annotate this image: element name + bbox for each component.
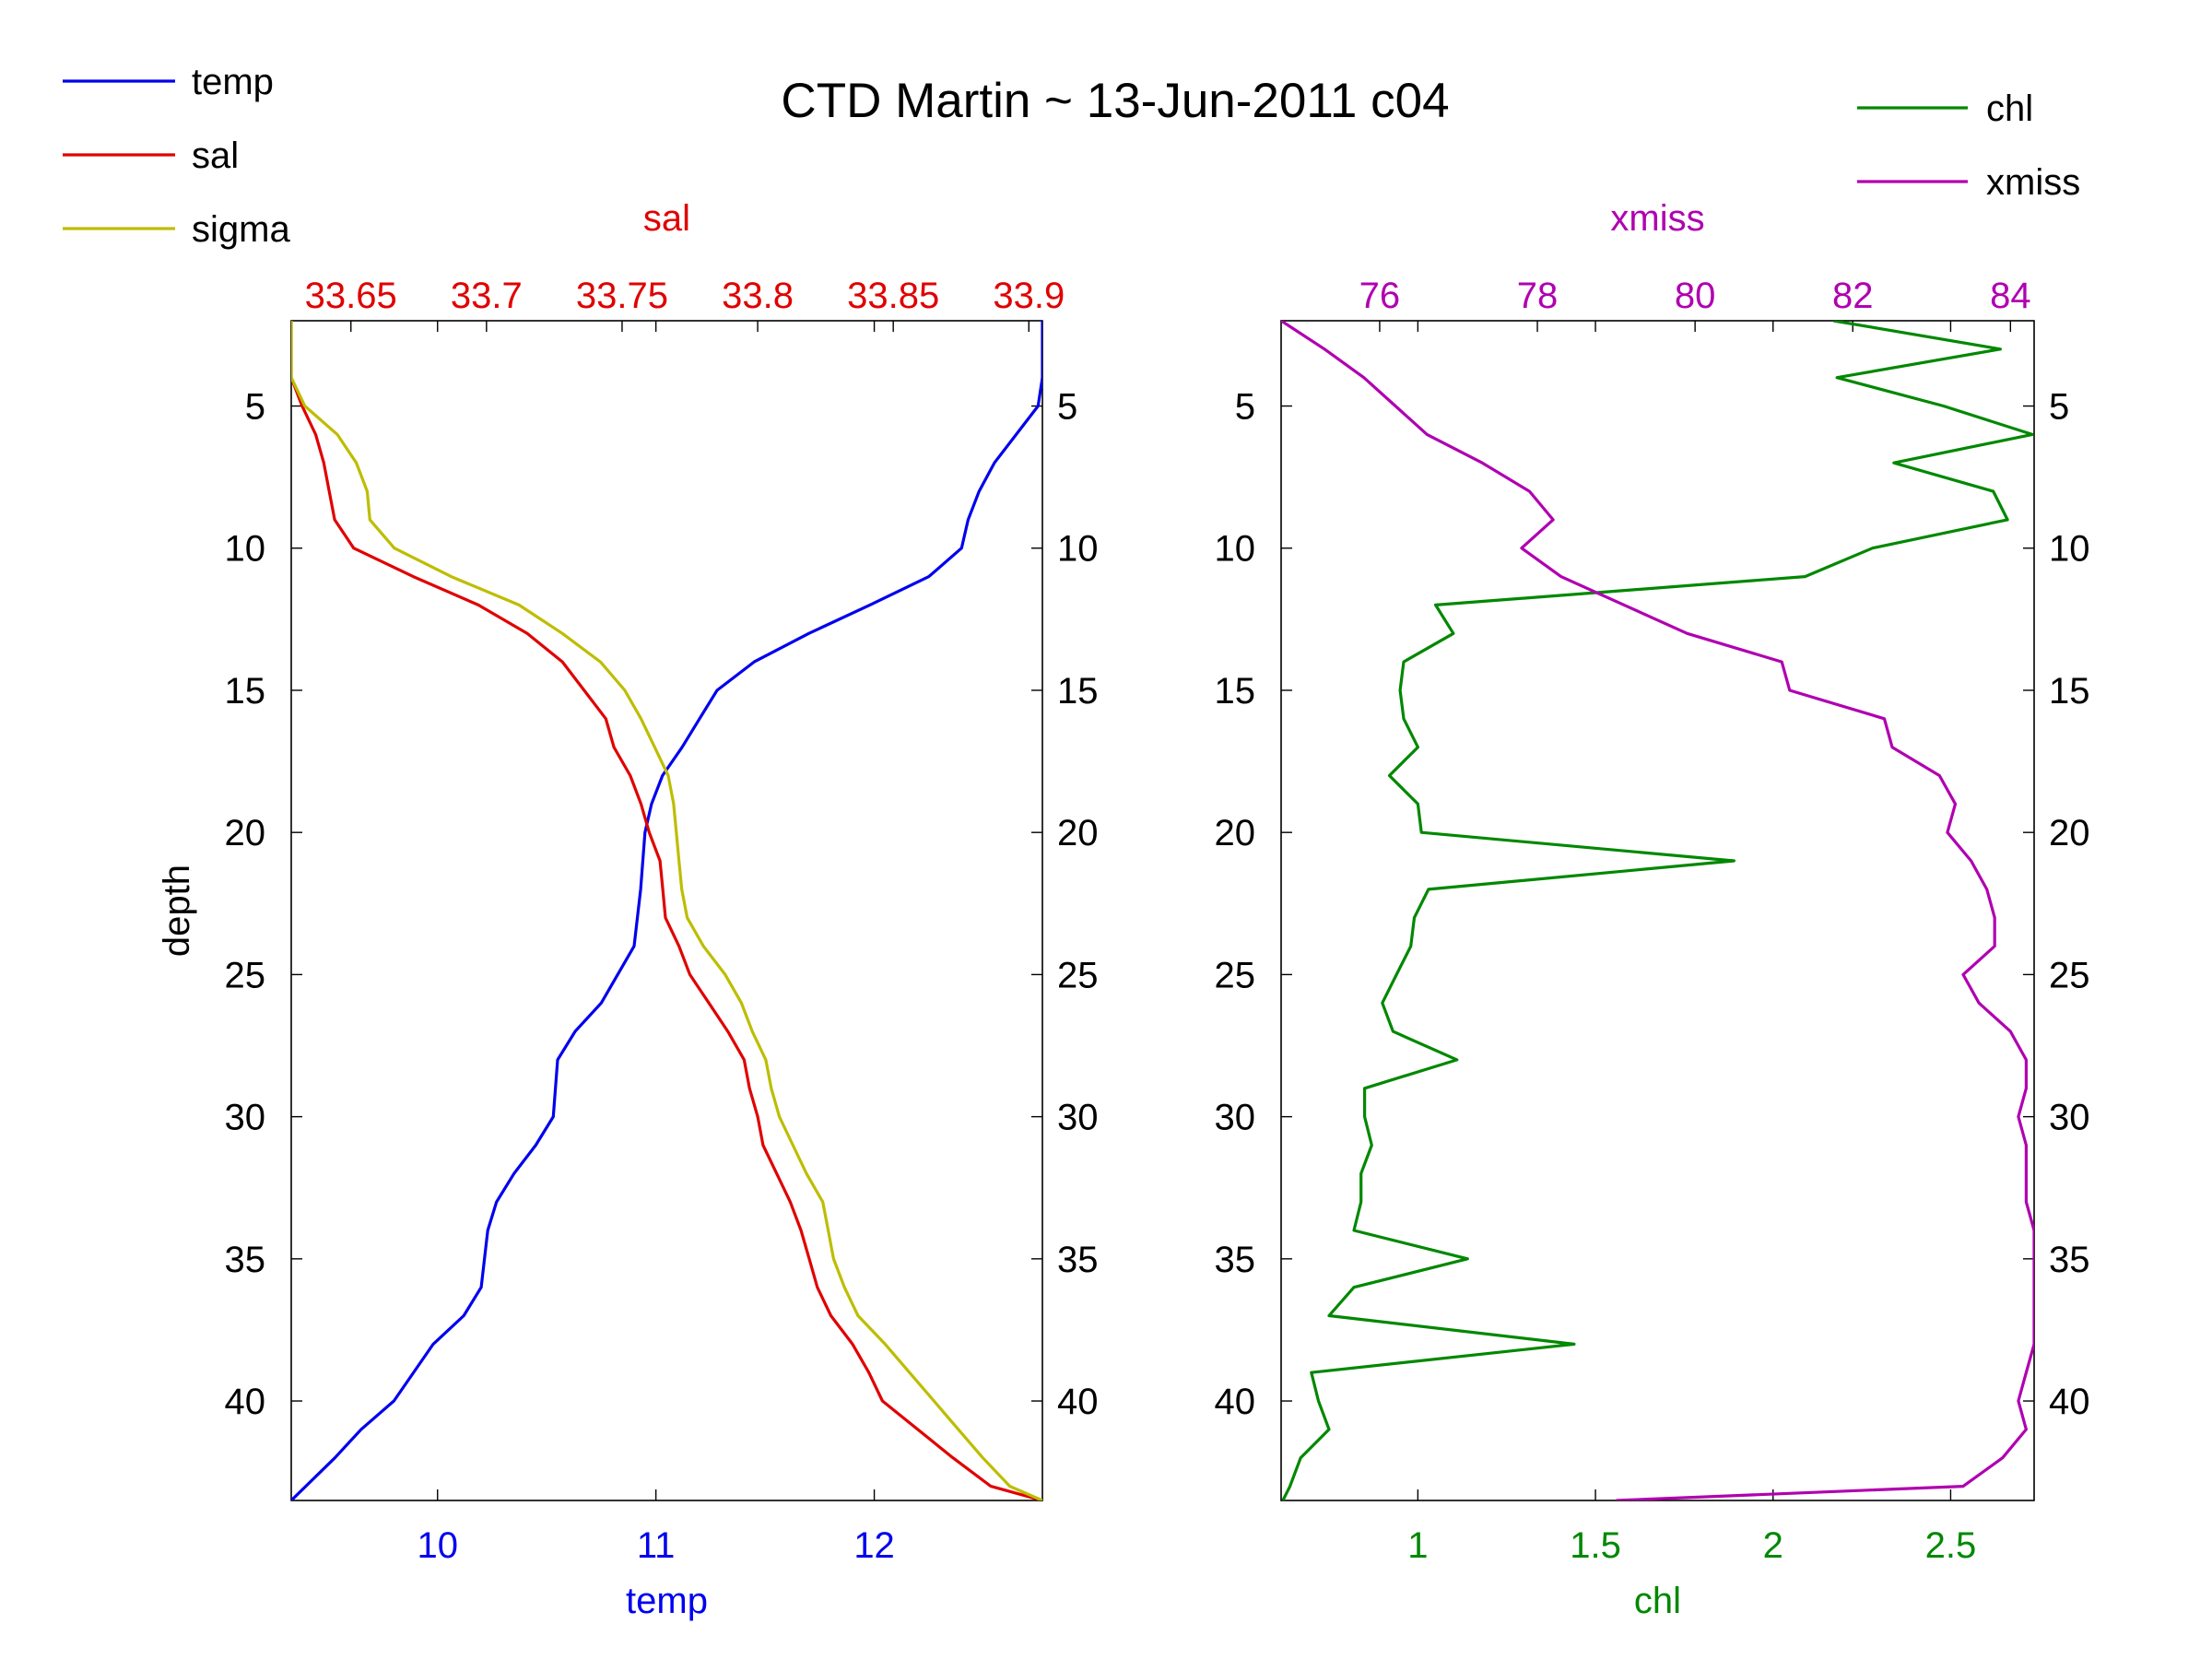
x-top-tick-label: 33.85 — [847, 276, 939, 316]
x-top-tick-label: 78 — [1517, 276, 1559, 316]
y-tick-label-left: 15 — [225, 671, 266, 712]
x-bottom-axis-label: chl — [1634, 1581, 1681, 1621]
y-tick-label-left: 25 — [225, 955, 266, 995]
y-tick-label-right: 5 — [1057, 387, 1077, 428]
plot-frame — [1280, 320, 2035, 1501]
y-tick-label-left: 10 — [1215, 529, 1256, 570]
y-tick-label-right: 30 — [2049, 1098, 2090, 1138]
series-sal-line — [291, 321, 1042, 1500]
x-bottom-tick-label: 12 — [853, 1525, 895, 1566]
series-chl-line — [1281, 321, 2034, 1500]
y-tick-label-left: 5 — [245, 387, 265, 428]
x-bottom-tick-label: 10 — [417, 1525, 458, 1566]
x-bottom-tick-label: 11 — [637, 1525, 676, 1566]
x-top-axis-label: xmiss — [1610, 198, 1704, 239]
y-tick-label-right: 20 — [1057, 813, 1099, 853]
x-top-tick-label: 33.8 — [722, 276, 794, 316]
y-tick-label-left: 20 — [1215, 813, 1256, 853]
x-top-tick-label: 33.65 — [305, 276, 397, 316]
x-top-tick-label: 80 — [1675, 276, 1716, 316]
legend-left: temp sal sigma — [63, 62, 290, 250]
y-tick-label-right: 10 — [2049, 529, 2090, 570]
x-bottom-tick-label: 2.5 — [1925, 1525, 1977, 1566]
y-tick-label-right: 30 — [1057, 1098, 1099, 1138]
x-top-tick-label: 84 — [1990, 276, 2031, 316]
y-tick-label-left: 30 — [225, 1098, 266, 1138]
legend-label-xmiss: xmiss — [1986, 162, 2080, 203]
legend-label-temp: temp — [192, 62, 274, 102]
y-tick-label-right: 5 — [2049, 387, 2069, 428]
chart-title: CTD Martin ~ 13-Jun-2011 c04 — [781, 74, 1449, 128]
y-axis-label: depth — [157, 865, 197, 957]
x-top-tick-label: 82 — [1832, 276, 1874, 316]
legend-right: chl xmiss — [1857, 88, 2080, 203]
y-tick-label-left: 40 — [1215, 1382, 1256, 1422]
x-top-tick-label: 33.75 — [576, 276, 668, 316]
y-tick-label-right: 15 — [1057, 671, 1099, 712]
y-tick-label-right: 35 — [2049, 1240, 2090, 1280]
y-tick-label-left: 25 — [1215, 955, 1256, 995]
x-bottom-tick-label: 1 — [1407, 1525, 1428, 1566]
y-tick-label-left: 30 — [1215, 1098, 1256, 1138]
y-tick-label-left: 20 — [225, 813, 266, 853]
legend-label-sal: sal — [192, 135, 239, 176]
y-tick-label-right: 15 — [2049, 671, 2090, 712]
series-xmiss-line — [1281, 321, 2034, 1500]
y-tick-label-left: 15 — [1215, 671, 1256, 712]
x-bottom-tick-label: 1.5 — [1570, 1525, 1621, 1566]
y-tick-label-left: 5 — [1235, 387, 1255, 428]
y-tick-label-left: 35 — [225, 1240, 266, 1280]
x-top-axis-label: sal — [643, 198, 690, 239]
y-tick-label-right: 40 — [2049, 1382, 2090, 1422]
x-bottom-axis-label: temp — [626, 1581, 708, 1621]
y-tick-label-left: 10 — [225, 529, 266, 570]
panel-right-chl-xmiss: 5 5 10 10 15 15 20 20 25 25 30 30 35 35 40 40 1 1.5 2 2.5 ch… — [1215, 198, 2090, 1621]
x-top-tick-label: 33.7 — [451, 276, 523, 316]
panel-left-temp-sal-sigma: 5 5 10 10 15 15 20 20 25 25 30 30 35 35 40 40 10 11 12 temp… — [157, 198, 1099, 1621]
y-tick-label-right: 25 — [1057, 955, 1099, 995]
x-bottom-tick-label: 2 — [1763, 1525, 1783, 1566]
y-tick-label-right: 40 — [1057, 1382, 1099, 1422]
series-sigma-line — [291, 321, 1042, 1500]
legend-label-sigma: sigma — [192, 209, 290, 250]
y-tick-label-right: 10 — [1057, 529, 1099, 570]
y-tick-label-right: 20 — [2049, 813, 2090, 853]
x-top-tick-label: 76 — [1359, 276, 1401, 316]
y-tick-label-right: 35 — [1057, 1240, 1099, 1280]
y-tick-label-left: 40 — [225, 1382, 266, 1422]
y-tick-label-right: 25 — [2049, 955, 2090, 995]
legend-label-chl: chl — [1986, 88, 2033, 129]
series-temp-line — [291, 321, 1042, 1500]
x-top-tick-label: 33.9 — [993, 276, 1065, 316]
y-tick-label-left: 35 — [1215, 1240, 1256, 1280]
plot-frame — [290, 320, 1043, 1501]
